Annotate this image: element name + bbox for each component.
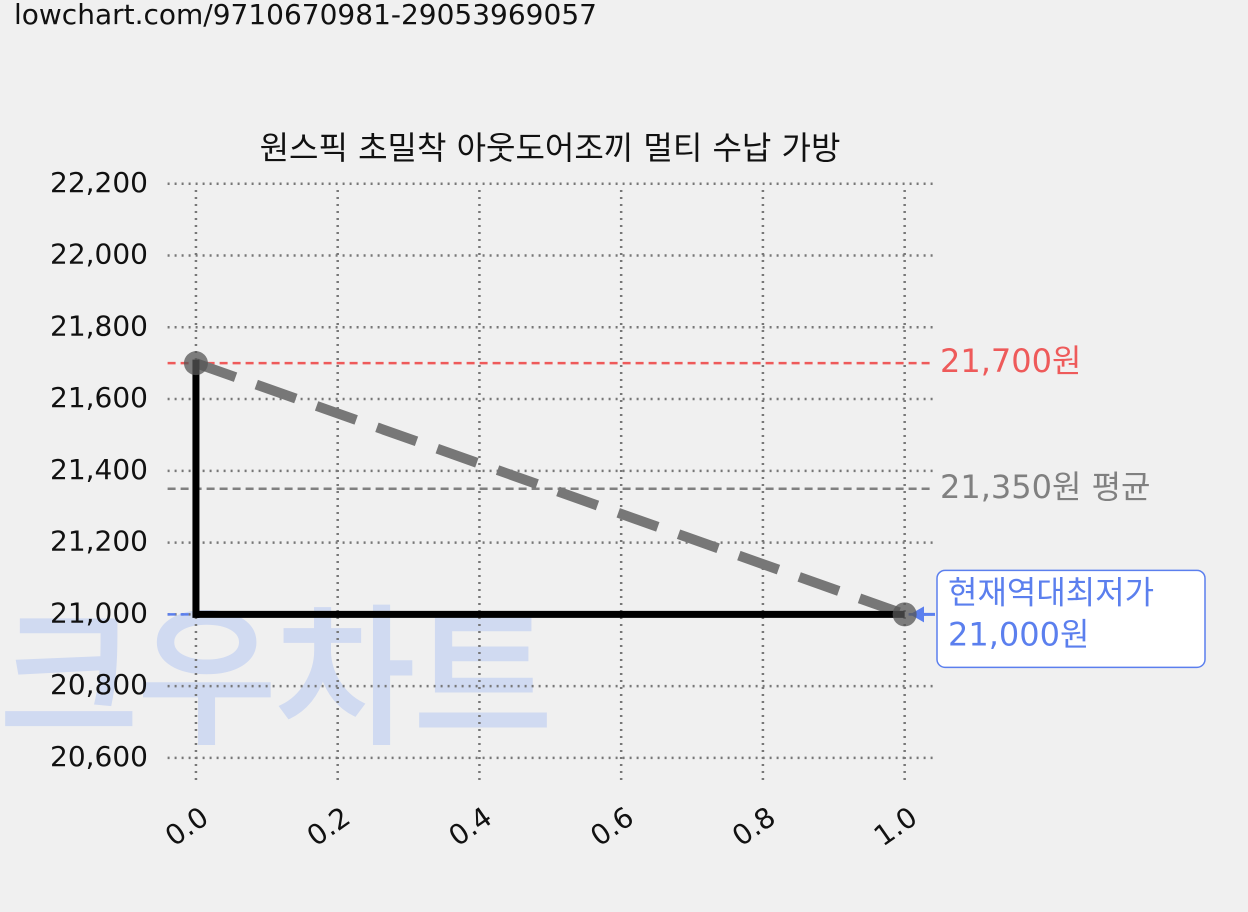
- y-tick-label: 21,200: [50, 525, 148, 558]
- reference-label: 현재역대최저가: [948, 573, 1154, 611]
- point-marker: [892, 602, 917, 627]
- reference-label: 21,700원: [940, 342, 1081, 380]
- y-tick-label: 22,200: [50, 166, 148, 199]
- y-tick-label: 20,800: [50, 668, 148, 701]
- reference-label: 21,350원 평균: [940, 468, 1150, 506]
- y-tick-label: 21,600: [50, 381, 148, 414]
- y-tick-label: 20,600: [50, 740, 148, 773]
- y-tick-label: 21,000: [50, 596, 148, 629]
- watermark: 크우차트: [0, 593, 552, 767]
- url: lowchart.com/9710670981-29053969057: [14, 0, 597, 31]
- y-tick-label: 21,800: [50, 309, 148, 342]
- label-box: [936, 569, 1206, 669]
- reference-label: 21,000원: [948, 615, 1089, 653]
- y-tick-label: 22,000: [50, 238, 148, 271]
- point-marker: [183, 351, 208, 376]
- y-tick-label: 21,400: [50, 453, 148, 486]
- chart-title: 원스픽 초밀착 아웃도어조끼 멀티 수납 가방: [260, 129, 841, 167]
- label-arrowhead: [910, 606, 924, 623]
